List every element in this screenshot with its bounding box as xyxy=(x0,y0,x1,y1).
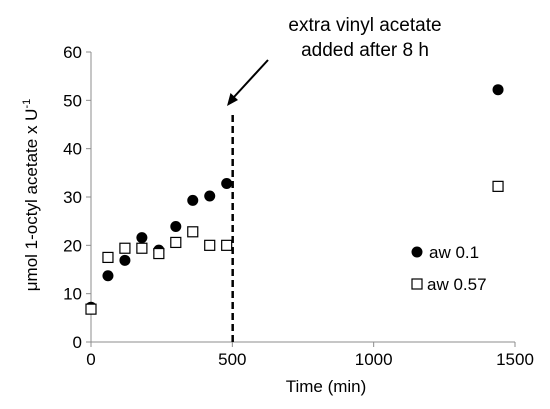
y-tick-label: 0 xyxy=(73,333,82,352)
legend-label-aw-0-1: aw 0.1 xyxy=(429,243,479,262)
y-tick-label: 60 xyxy=(63,43,82,62)
point-aw-0-57 xyxy=(187,226,199,238)
x-tick-label: 1500 xyxy=(496,350,534,369)
series-aw-0-57 xyxy=(85,180,504,315)
x-tick-label: 500 xyxy=(218,350,246,369)
point-aw-0-1 xyxy=(119,254,131,266)
y-tick-label: 10 xyxy=(63,285,82,304)
annotation-line-2: added after 8 h xyxy=(301,40,429,61)
point-aw-0-57 xyxy=(102,251,114,264)
point-aw-0-1 xyxy=(170,220,182,232)
annotation-arrow-head xyxy=(227,93,238,106)
annotation-arrow-shaft xyxy=(233,59,269,98)
point-aw-0-57 xyxy=(221,239,233,251)
point-aw-0-57 xyxy=(492,180,504,192)
legend-marker-aw-0-1 xyxy=(411,246,423,258)
y-axis: 0 10 20 30 40 50 60 xyxy=(63,43,92,352)
x-tick-label: 1000 xyxy=(355,350,393,369)
y-axis-title-superscript: -1 xyxy=(21,99,33,109)
x-axis: 0 500 1000 1500 xyxy=(86,341,534,369)
point-aw-0-57 xyxy=(136,242,148,254)
point-aw-0-1 xyxy=(204,190,216,202)
point-aw-0-1 xyxy=(221,177,233,189)
point-aw-0-1 xyxy=(492,84,504,96)
y-tick-label: 40 xyxy=(63,140,82,159)
point-aw-0-57 xyxy=(85,303,97,315)
legend-label-aw-0-57: aw 0.57 xyxy=(427,275,487,294)
point-aw-0-1 xyxy=(102,270,114,282)
y-tick-label: 30 xyxy=(63,188,82,207)
point-aw-0-1 xyxy=(136,232,148,244)
point-aw-0-57 xyxy=(170,236,182,249)
legend: aw 0.1 aw 0.57 xyxy=(411,243,487,294)
annotation: extra vinyl acetate added after 8 h xyxy=(227,15,442,342)
point-aw-0-57 xyxy=(119,242,131,254)
legend-marker-aw-0-57 xyxy=(411,278,423,290)
x-tick-labels: 0 500 1000 1500 xyxy=(86,342,534,369)
x-axis-title: Time (min) xyxy=(286,377,367,396)
annotation-line-1: extra vinyl acetate xyxy=(288,15,441,36)
point-aw-0-57 xyxy=(153,247,165,260)
y-tick-label: 50 xyxy=(63,91,82,110)
y-axis-title: μmol 1-octyl acetate x U-1 xyxy=(21,99,41,291)
plot-area xyxy=(85,84,504,315)
y-tick-label: 20 xyxy=(63,236,82,255)
point-aw-0-1 xyxy=(187,194,199,206)
y-axis-title-main: μmol 1-octyl acetate x U xyxy=(22,109,41,292)
x-tick-label: 0 xyxy=(86,350,95,369)
y-tick-labels: 0 10 20 30 40 50 60 xyxy=(63,43,91,352)
point-aw-0-57 xyxy=(204,239,216,251)
